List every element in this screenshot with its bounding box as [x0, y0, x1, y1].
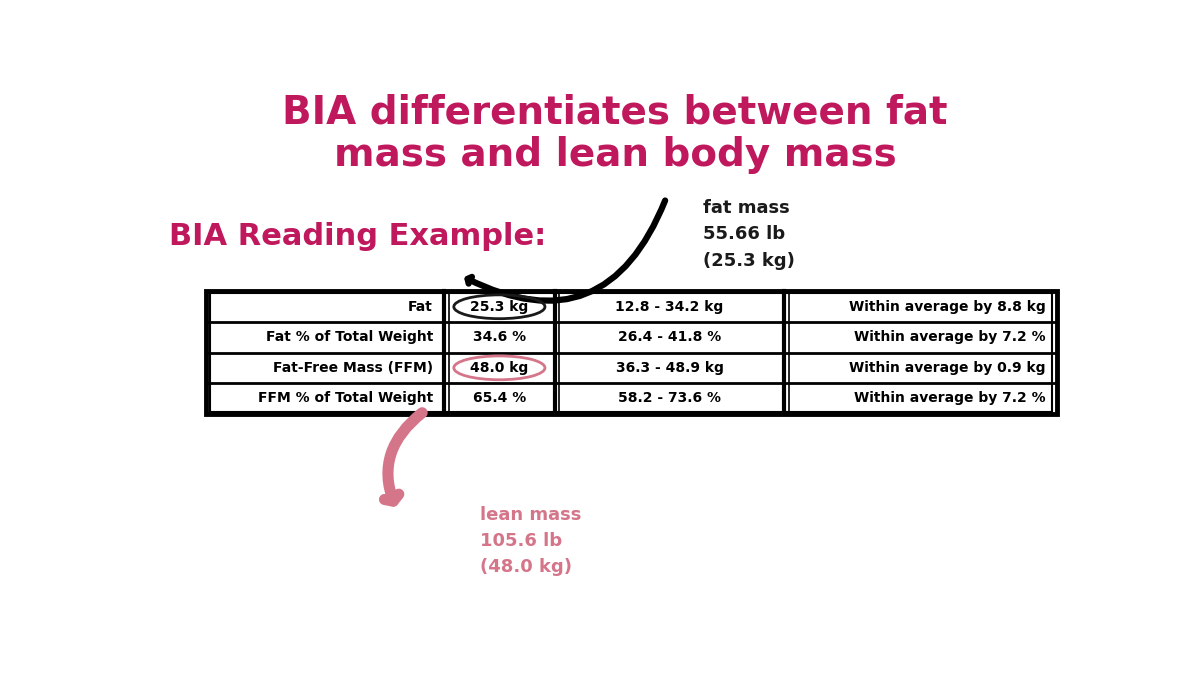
Text: 65.4 %: 65.4 % — [473, 392, 526, 406]
Text: BIA differentiates between fat: BIA differentiates between fat — [282, 94, 948, 132]
Bar — [206, 292, 1057, 414]
Text: Fat-Free Mass (FFM): Fat-Free Mass (FFM) — [272, 361, 433, 375]
Text: Within average by 7.2 %: Within average by 7.2 % — [854, 392, 1045, 406]
Text: BIA Reading Example:: BIA Reading Example: — [168, 223, 546, 251]
Text: lean mass
105.6 lb
(48.0 kg): lean mass 105.6 lb (48.0 kg) — [480, 506, 582, 576]
Text: 12.8 - 34.2 kg: 12.8 - 34.2 kg — [616, 300, 724, 314]
Text: Fat: Fat — [408, 300, 433, 314]
Text: 34.6 %: 34.6 % — [473, 330, 526, 344]
Text: FFM % of Total Weight: FFM % of Total Weight — [258, 392, 433, 406]
Text: 36.3 - 48.9 kg: 36.3 - 48.9 kg — [616, 361, 724, 375]
Bar — [210, 293, 1052, 412]
FancyArrowPatch shape — [468, 200, 665, 301]
Text: Fat % of Total Weight: Fat % of Total Weight — [265, 330, 433, 344]
Text: 25.3 kg: 25.3 kg — [470, 300, 528, 314]
Text: 48.0 kg: 48.0 kg — [470, 361, 528, 375]
Text: 58.2 - 73.6 %: 58.2 - 73.6 % — [618, 392, 721, 406]
Text: Within average by 8.8 kg: Within average by 8.8 kg — [848, 300, 1045, 314]
Text: mass and lean body mass: mass and lean body mass — [334, 136, 896, 173]
Text: Within average by 7.2 %: Within average by 7.2 % — [854, 330, 1045, 344]
Text: 26.4 - 41.8 %: 26.4 - 41.8 % — [618, 330, 721, 344]
Text: Within average by 0.9 kg: Within average by 0.9 kg — [850, 361, 1045, 375]
Text: fat mass
55.66 lb
(25.3 kg): fat mass 55.66 lb (25.3 kg) — [703, 199, 796, 270]
FancyArrowPatch shape — [384, 412, 422, 501]
